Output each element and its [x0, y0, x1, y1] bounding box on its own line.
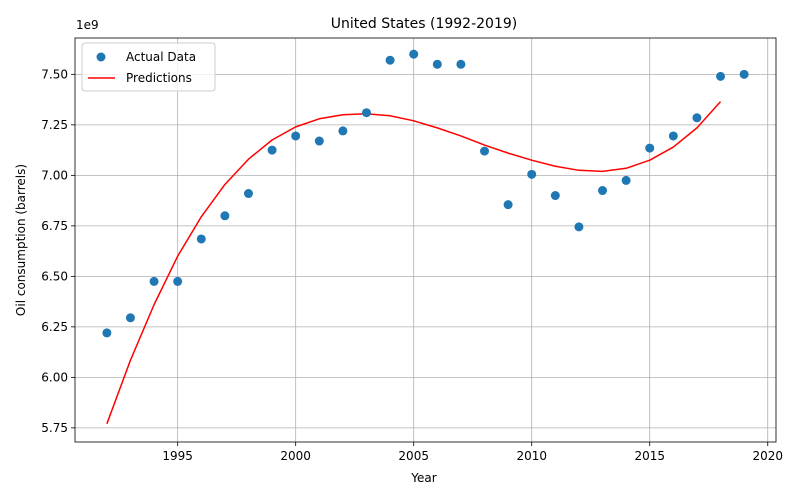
- actual-data-series: [102, 49, 749, 338]
- actual-data-point: [692, 113, 702, 123]
- actual-data-point: [338, 126, 348, 136]
- y-axis-multiplier: 1e9: [76, 18, 99, 32]
- actual-data-point: [456, 59, 466, 69]
- y-tick-label: 7.50: [41, 67, 68, 81]
- y-tick-label: 6.75: [41, 219, 68, 233]
- x-tick-label: 2020: [752, 449, 783, 463]
- actual-data-point: [220, 211, 230, 221]
- plot-frame: [74, 37, 777, 443]
- actual-data-point: [196, 234, 206, 244]
- actual-data-point: [314, 136, 324, 146]
- y-axis-ticks: 5.75 6.00 6.25 6.50 6.75 7.00 7.25 7.50: [41, 67, 75, 435]
- legend-label-actual-data: Actual Data: [126, 50, 196, 64]
- actual-data-point: [361, 108, 371, 118]
- actual-data-point: [574, 222, 584, 232]
- actual-data-point: [503, 200, 513, 210]
- x-tick-label: 2010: [516, 449, 547, 463]
- x-axis-label: Year: [410, 471, 436, 485]
- y-tick-label: 5.75: [41, 421, 68, 435]
- y-tick-label: 7.25: [41, 118, 68, 132]
- actual-data-point: [716, 71, 726, 81]
- actual-data-point: [645, 143, 655, 153]
- actual-data-point: [125, 313, 135, 323]
- legend-marker-actual-data: [96, 52, 106, 62]
- predictions-series: [106, 101, 722, 425]
- actual-data-point: [739, 69, 749, 79]
- actual-data-point: [291, 131, 301, 141]
- y-tick-label: 7.00: [41, 168, 68, 182]
- y-axis-label: Oil consumption (barrels): [14, 164, 28, 316]
- actual-data-point: [668, 131, 678, 141]
- x-tick-label: 2005: [398, 449, 429, 463]
- predictions-line: [106, 101, 722, 425]
- legend-box: [81, 42, 216, 92]
- actual-data-point: [598, 186, 608, 196]
- legend-label-predictions: Predictions: [126, 71, 192, 85]
- actual-data-point: [621, 175, 631, 185]
- actual-data-point: [173, 276, 183, 286]
- actual-data-point: [480, 146, 490, 156]
- actual-data-point: [432, 59, 442, 69]
- y-tick-label: 6.25: [41, 320, 68, 334]
- actual-data-point: [149, 276, 159, 286]
- y-tick-label: 6.50: [41, 269, 68, 283]
- actual-data-point: [243, 189, 253, 199]
- actual-data-point: [267, 145, 277, 155]
- y-tick-label: 6.00: [41, 370, 68, 384]
- actual-data-point: [527, 169, 537, 179]
- x-tick-label: 2000: [280, 449, 311, 463]
- legend: Actual Data Predictions: [81, 42, 216, 92]
- x-tick-label: 2015: [634, 449, 665, 463]
- x-axis-ticks: 1995 2000 2005 2010 2015 2020: [162, 442, 783, 463]
- chart-title: United States (1992-2019): [331, 16, 517, 32]
- actual-data-point: [102, 328, 112, 338]
- actual-data-point: [409, 49, 419, 59]
- actual-data-point: [385, 55, 395, 65]
- actual-data-point: [550, 191, 560, 201]
- grid-lines: [75, 38, 776, 442]
- x-tick-label: 1995: [162, 449, 193, 463]
